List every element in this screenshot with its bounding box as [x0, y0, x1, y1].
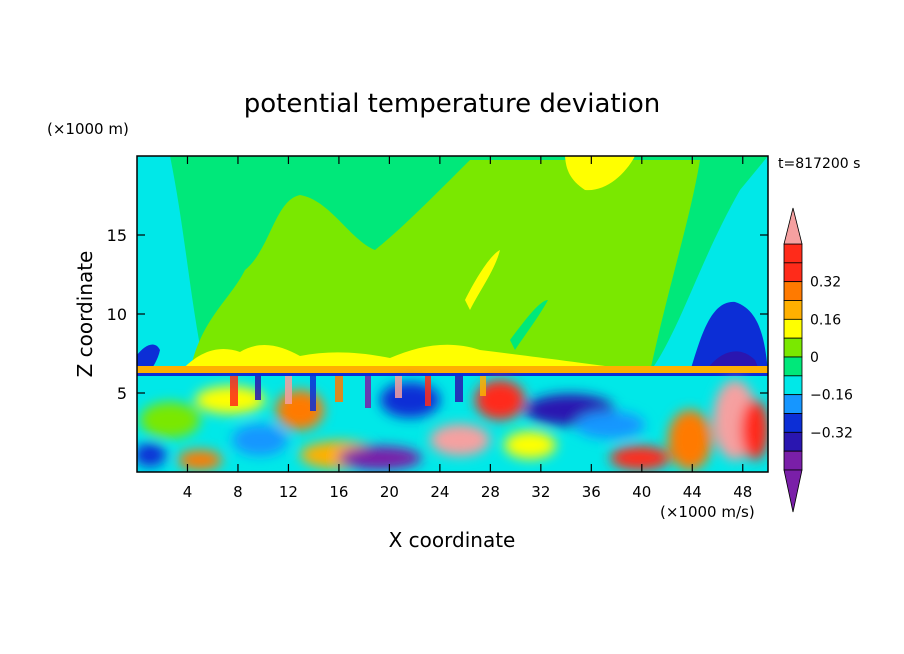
y-unit-label: (×1000 m) [47, 120, 129, 138]
colorbar-band [783, 356, 803, 377]
x-tick-label: 44 [683, 483, 702, 501]
colorbar-band [783, 431, 803, 452]
x-tick-label: 4 [183, 483, 193, 501]
colorbar-band [783, 243, 803, 264]
colorbar-label: 0.16 [810, 312, 841, 328]
x-unit-label: (×1000 m/s) [660, 503, 755, 521]
chart-title: potential temperature deviation [244, 89, 660, 119]
colorbar-band [783, 450, 803, 471]
colorbar-band [783, 300, 803, 320]
x-tick-label: 48 [733, 483, 752, 501]
field-blue-right [690, 301, 768, 372]
x-tick-label: 36 [582, 483, 601, 501]
y-axis-label: Z coordinate [73, 251, 97, 378]
x-tick-label: 12 [279, 483, 298, 501]
colorbar-band [783, 281, 803, 301]
field-green-streak [510, 300, 548, 350]
x-tick-label: 16 [329, 483, 348, 501]
x-tick-label: 32 [531, 483, 550, 501]
colorbar: 0.32 0.16 0 −0.16 −0.32 [783, 207, 853, 513]
field-blue-left [137, 344, 160, 372]
field-green-core [190, 160, 700, 372]
colorbar-label: 0.32 [810, 275, 841, 291]
x-axis-label: X coordinate [389, 528, 516, 552]
colorbar-band [783, 394, 803, 414]
field-inversion-band [137, 366, 768, 374]
x-axis: 4 8 12 16 20 24 28 32 36 40 44 48 [183, 156, 752, 501]
plot-area [137, 156, 768, 472]
field-yellow-streak-1 [465, 250, 500, 310]
x-tick-label: 28 [481, 483, 500, 501]
colorbar-label: −0.32 [810, 425, 853, 441]
field-cyan-left [137, 156, 205, 372]
time-label: t=817200 s [778, 156, 860, 172]
colorbar-label: 0 [810, 350, 819, 366]
colorbar-under-triangle [783, 469, 803, 513]
colorbar-band [783, 262, 803, 283]
y-tick-label: 10 [107, 305, 127, 324]
colorbar-over-triangle [783, 207, 803, 245]
y-tick-label: 15 [107, 226, 127, 245]
colorbar-band [783, 318, 803, 339]
field-yellow-top [565, 156, 635, 191]
colorbar-band [783, 413, 803, 433]
colorbar-band [783, 375, 803, 396]
y-tick-label: 5 [117, 384, 127, 403]
field-streaks [230, 376, 486, 411]
field-inversion-thin [137, 373, 768, 376]
x-tick-label: 24 [430, 483, 449, 501]
field-yellow-hills [180, 344, 640, 372]
x-tick-label: 20 [380, 483, 399, 501]
colorbar-label: −0.16 [810, 388, 853, 404]
colorbar-band [783, 337, 803, 358]
x-tick-label: 40 [632, 483, 651, 501]
x-tick-label: 8 [233, 483, 243, 501]
y-axis: 5 10 15 [107, 226, 768, 403]
